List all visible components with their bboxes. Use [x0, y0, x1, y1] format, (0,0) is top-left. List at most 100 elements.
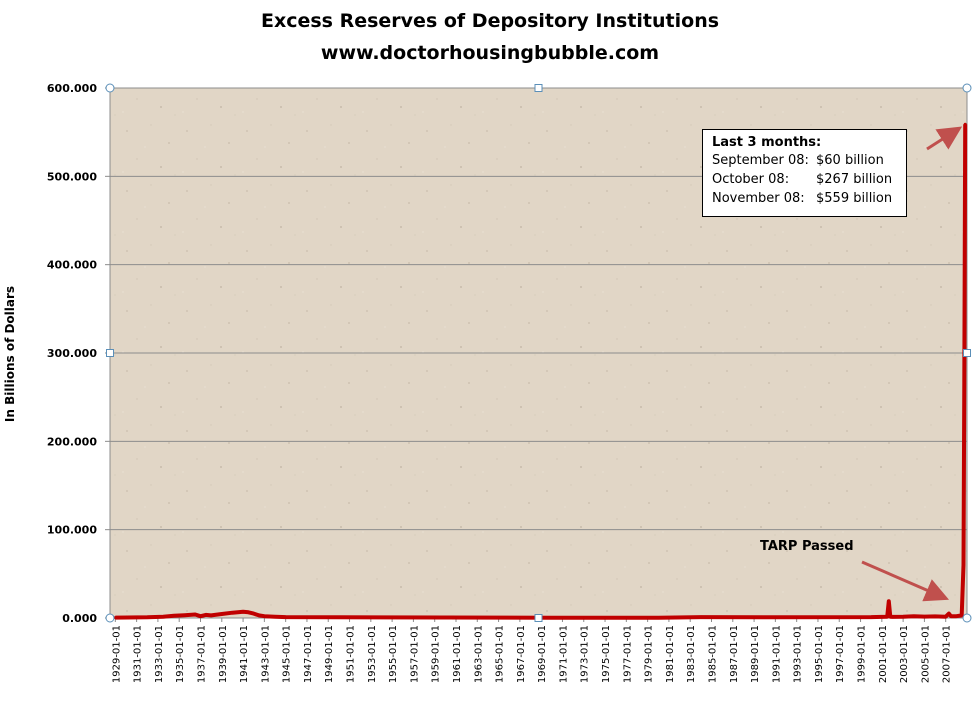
- data-point: [901, 615, 905, 619]
- x-tick-label: 1953-01-01: [367, 625, 378, 683]
- x-tick-label: 1935-01-01: [175, 625, 186, 683]
- data-point: [891, 615, 894, 619]
- data-point: [230, 611, 234, 615]
- data-point: [172, 614, 176, 618]
- data-point: [113, 616, 117, 620]
- data-point: [161, 615, 165, 619]
- resize-handle[interactable]: [105, 613, 115, 623]
- data-point: [236, 610, 240, 614]
- x-tick-label: 1991-01-01: [771, 625, 782, 683]
- last-three-months-box: Last 3 months: September 08: $60 billion…: [702, 129, 907, 217]
- data-point: [869, 615, 873, 619]
- infobox-value: $267 billion: [816, 172, 893, 187]
- data-point: [699, 615, 703, 619]
- x-tick-label: 1957-01-01: [409, 625, 420, 683]
- data-point: [262, 614, 266, 618]
- data-point: [209, 613, 213, 617]
- y-axis-label: In Billions of Dollars: [3, 285, 17, 423]
- infobox-value: $60 billion: [816, 153, 884, 168]
- x-tick-label: 1985-01-01: [707, 625, 718, 683]
- x-tick-label: 1939-01-01: [218, 625, 229, 683]
- x-tick-label: 1997-01-01: [835, 625, 846, 683]
- resize-handle[interactable]: [534, 84, 543, 92]
- data-point: [885, 615, 889, 619]
- data-point: [193, 613, 197, 616]
- data-point: [246, 610, 250, 614]
- resize-handle[interactable]: [534, 614, 543, 622]
- infobox-month: October 08:: [712, 172, 790, 187]
- data-point: [912, 614, 916, 618]
- data-point: [241, 610, 245, 614]
- data-point: [337, 615, 341, 619]
- arrow-tarp: [861, 560, 950, 602]
- x-tick-label: 1965-01-01: [495, 625, 506, 683]
- x-tick-label: 1987-01-01: [729, 625, 740, 683]
- data-point: [960, 613, 964, 617]
- data-point: [145, 615, 149, 619]
- infobox-heading: Last 3 months:: [712, 135, 822, 150]
- data-point: [204, 613, 208, 617]
- data-point: [922, 615, 926, 619]
- data-point: [888, 615, 892, 619]
- x-tick-label: 1981-01-01: [665, 625, 676, 683]
- x-tick-label: 2003-01-01: [899, 625, 910, 683]
- x-tick-label: 1929-01-01: [111, 625, 122, 683]
- data-point: [954, 614, 958, 618]
- x-tick-label: 1947-01-01: [303, 625, 314, 683]
- data-point: [199, 614, 202, 618]
- arrow-to-peak: [926, 126, 963, 151]
- data-point: [887, 599, 891, 603]
- x-tick-label: 1961-01-01: [452, 625, 463, 683]
- data-point: [947, 612, 951, 616]
- x-tick-label: 1995-01-01: [814, 625, 825, 683]
- infobox-value: $559 billion: [816, 191, 893, 206]
- chart-subtitle: www.doctorhousingbubble.com: [320, 42, 660, 64]
- data-point: [949, 614, 953, 618]
- infobox-month: November 08:: [712, 191, 805, 206]
- data-point: [763, 615, 767, 619]
- data-point: [944, 615, 948, 619]
- x-tick-label: 1989-01-01: [750, 625, 761, 683]
- data-point: [656, 616, 660, 620]
- x-tick-label: 1967-01-01: [516, 625, 527, 683]
- x-tick-label: 1931-01-01: [133, 625, 144, 683]
- x-tick-label: 1959-01-01: [431, 625, 442, 683]
- infobox-row: November 08: $559 billion: [712, 189, 906, 208]
- data-point: [963, 122, 967, 126]
- data-point: [962, 563, 965, 567]
- data-point: [933, 614, 937, 618]
- data-point: [550, 616, 554, 620]
- x-tick-label: 1941-01-01: [239, 625, 250, 683]
- resize-handle[interactable]: [962, 83, 972, 93]
- data-point: [284, 615, 288, 619]
- resize-handle[interactable]: [106, 349, 114, 357]
- x-tick-label: 1979-01-01: [644, 625, 655, 683]
- data-point: [443, 616, 447, 619]
- x-tick-label: 1999-01-01: [857, 625, 868, 683]
- data-point: [183, 613, 186, 617]
- chart-title: Excess Reserves of Depository Institutio…: [260, 10, 720, 32]
- data-point: [257, 613, 261, 617]
- x-tick-label: 1971-01-01: [558, 625, 569, 683]
- x-tick-label: 1969-01-01: [537, 625, 548, 683]
- infobox-row: September 08: $60 billion: [712, 151, 906, 170]
- x-tick-label: 1949-01-01: [324, 625, 335, 683]
- x-tick-label: 1983-01-01: [686, 625, 697, 683]
- x-tick-label: 2005-01-01: [920, 625, 931, 683]
- x-tick-label: 1933-01-01: [154, 625, 165, 683]
- x-tick-label: 1937-01-01: [196, 625, 207, 683]
- x-tick-label: 1973-01-01: [580, 625, 591, 683]
- resize-handle[interactable]: [105, 83, 115, 93]
- resize-handle[interactable]: [962, 613, 972, 623]
- y-tick-label: 500.000: [47, 170, 97, 183]
- x-tick-label: 1963-01-01: [473, 625, 484, 683]
- resize-handle[interactable]: [963, 349, 971, 357]
- data-point: [273, 615, 277, 619]
- x-tick-label: 1943-01-01: [260, 625, 271, 683]
- y-tick-label: 600.000: [47, 82, 97, 95]
- x-tick-label: 1975-01-01: [601, 625, 612, 683]
- x-tick-label: 2007-01-01: [942, 625, 953, 683]
- tarp-annotation: TARP Passed: [760, 539, 854, 554]
- infobox-month: September 08:: [712, 153, 809, 168]
